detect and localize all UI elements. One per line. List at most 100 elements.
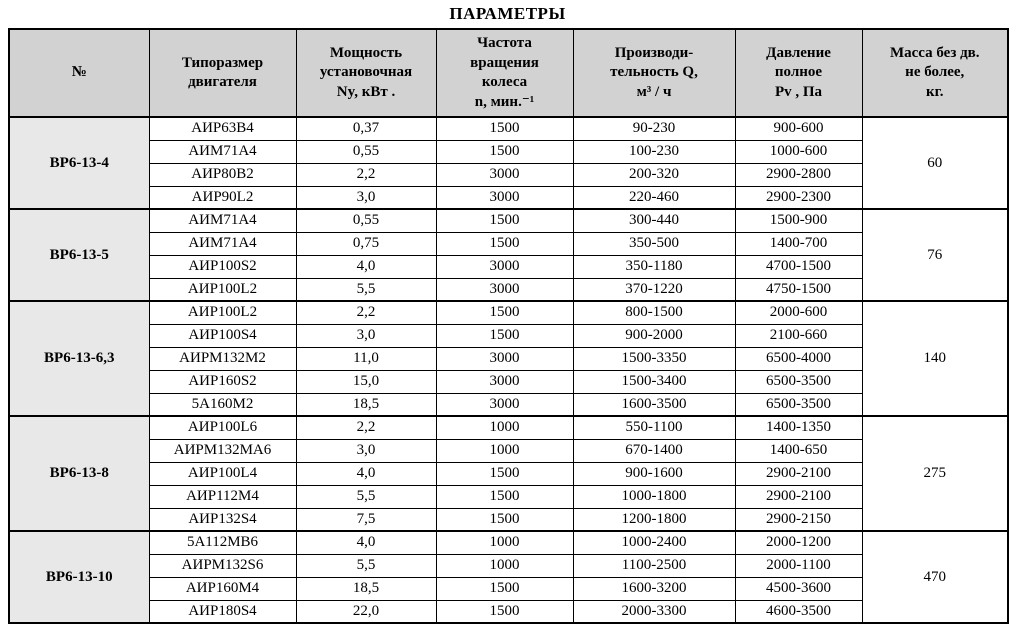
power-cell: 5,5 <box>295 553 437 578</box>
speed-cell: 3000 <box>435 185 574 210</box>
power-cell: 5,5 <box>295 277 437 302</box>
pressure-cell: 1400-650 <box>734 438 863 463</box>
motor-cell: АИР100L4 <box>148 461 297 486</box>
flow-cell: 2000-3300 <box>572 599 736 624</box>
motor-cell: АИР100S4 <box>148 323 297 348</box>
speed-cell: 3000 <box>435 369 574 394</box>
table-row: АИМ71А4 0,75 1500 350-500 1400-700 <box>9 231 1008 256</box>
speed-cell: 1000 <box>435 415 574 440</box>
power-cell: 5,5 <box>295 484 437 509</box>
pressure-cell: 4700-1500 <box>734 254 863 279</box>
group-name-cell: ВР6-13-8 <box>8 415 150 532</box>
motor-cell: АИР100L2 <box>148 277 297 302</box>
flow-cell: 550-1100 <box>572 415 736 440</box>
power-cell: 15,0 <box>295 369 437 394</box>
pressure-cell: 2900-2800 <box>734 162 863 187</box>
table-row: АИР100S4 3,0 1500 900-2000 2100-660 <box>9 323 1008 348</box>
page-title: ПАРАМЕТРЫ <box>449 4 566 23</box>
power-cell: 4,0 <box>295 461 437 486</box>
speed-cell: 1000 <box>435 438 574 463</box>
power-cell: 0,55 <box>295 139 437 164</box>
flow-cell: 100-230 <box>572 139 736 164</box>
flow-cell: 300-440 <box>572 208 736 233</box>
flow-cell: 350-1180 <box>572 254 736 279</box>
flow-cell: 1500-3350 <box>572 346 736 371</box>
flow-cell: 1000-2400 <box>572 530 736 555</box>
speed-cell: 1000 <box>435 530 574 555</box>
mass-cell: 76 <box>861 208 1009 302</box>
speed-cell: 1500 <box>435 231 574 256</box>
pressure-cell: 2900-2100 <box>734 484 863 509</box>
motor-cell: АИРМ132S6 <box>148 553 297 578</box>
header-cell-num: № <box>8 28 150 118</box>
flow-cell: 900-2000 <box>572 323 736 348</box>
power-cell: 2,2 <box>295 162 437 187</box>
group-name-cell: ВР6-13-5 <box>8 208 150 302</box>
header-cell-motor: Типоразмер двигателя <box>148 28 297 118</box>
speed-cell: 3000 <box>435 277 574 302</box>
pressure-cell: 1400-700 <box>734 231 863 256</box>
pressure-cell: 1000-600 <box>734 139 863 164</box>
table-row: АИР180S4 22,0 1500 2000-3300 4600-3500 <box>9 599 1008 624</box>
motor-cell: АИР160М4 <box>148 576 297 601</box>
pressure-cell: 1500-900 <box>734 208 863 233</box>
speed-cell: 3000 <box>435 346 574 371</box>
mass-cell: 275 <box>861 415 1009 532</box>
power-cell: 0,55 <box>295 208 437 233</box>
motor-cell: 5А112МВ6 <box>148 530 297 555</box>
table-row: АИР160М4 18,5 1500 1600-3200 4500-3600 <box>9 576 1008 601</box>
table-row: АИМ71А4 0,55 1500 100-230 1000-600 <box>9 139 1008 164</box>
power-cell: 0,37 <box>295 116 437 141</box>
table-row: ВР6-13-8 АИР100L6 2,2 1000 550-1100 1400-1350… <box>8 415 1009 532</box>
flow-cell: 370-1220 <box>572 277 736 302</box>
table-row: АИР132S4 7,5 1500 1200-1800 2900-2150 <box>9 507 1008 532</box>
power-cell: 11,0 <box>295 346 437 371</box>
power-cell: 4,0 <box>295 254 437 279</box>
motor-cell: АИР100L6 <box>148 415 297 440</box>
table-row: АИР80В2 2,2 3000 200-320 2900-2800 <box>9 162 1008 187</box>
pressure-cell: 2900-2100 <box>734 461 863 486</box>
parameters-table: № Типоразмер двигателя Мощность установо… <box>8 28 1009 624</box>
motor-cell: АИР132S4 <box>148 507 297 532</box>
table-row: АИРМ132МА6 3,0 1000 670-1400 1400-650 <box>9 438 1008 463</box>
power-cell: 7,5 <box>295 507 437 532</box>
table-row: АИРМ132S6 5,5 1000 1100-2500 2000-1100 <box>9 553 1008 578</box>
motor-cell: АИР180S4 <box>148 599 297 624</box>
speed-cell: 1500 <box>435 116 574 141</box>
motor-cell: АИРМ132М2 <box>148 346 297 371</box>
header-cell-power: Мощность установочная Ny, кВт . <box>295 28 437 118</box>
power-cell: 3,0 <box>295 323 437 348</box>
motor-cell: АИР160S2 <box>148 369 297 394</box>
motor-cell: АИРМ132МА6 <box>148 438 297 463</box>
table-row: АИР160S2 15,0 3000 1500-3400 6500-3500 <box>9 369 1008 394</box>
power-cell: 0,75 <box>295 231 437 256</box>
speed-cell: 1500 <box>435 484 574 509</box>
pressure-cell: 2100-660 <box>734 323 863 348</box>
group-name-cell: ВР6-13-10 <box>8 530 150 624</box>
pressure-cell: 4500-3600 <box>734 576 863 601</box>
table-body: ВР6-13-4 АИР63В4 0,37 1500 90-230 900-600 60 АИ… <box>8 116 1009 624</box>
table-row: АИРМ132М2 11,0 3000 1500-3350 6500-4000 <box>9 346 1008 371</box>
flow-cell: 1600-3500 <box>572 392 736 417</box>
flow-cell: 800-1500 <box>572 300 736 325</box>
pressure-cell: 2000-600 <box>734 300 863 325</box>
speed-cell: 1500 <box>435 323 574 348</box>
speed-cell: 1500 <box>435 576 574 601</box>
table-row: АИР112М4 5,5 1500 1000-1800 2900-2100 <box>9 484 1008 509</box>
table-row: ВР6-13-6,3 АИР100L2 2,2 1500 800-1500 2000-60… <box>8 300 1009 417</box>
power-cell: 2,2 <box>295 300 437 325</box>
flow-cell: 900-1600 <box>572 461 736 486</box>
motor-cell: АИР100L2 <box>148 300 297 325</box>
table-row: ВР6-13-10 5А112МВ6 4,0 1000 1000-2400 2000-12… <box>8 530 1009 624</box>
flow-cell: 1000-1800 <box>572 484 736 509</box>
power-cell: 3,0 <box>295 185 437 210</box>
speed-cell: 3000 <box>435 392 574 417</box>
pressure-cell: 2900-2300 <box>734 185 863 210</box>
header-cell-pressure: Давление полное Pv , Па <box>734 28 863 118</box>
speed-cell: 3000 <box>435 254 574 279</box>
motor-cell: АИР90L2 <box>148 185 297 210</box>
group-name-cell: ВР6-13-4 <box>8 116 150 210</box>
flow-cell: 1500-3400 <box>572 369 736 394</box>
speed-cell: 1000 <box>435 553 574 578</box>
power-cell: 4,0 <box>295 530 437 555</box>
